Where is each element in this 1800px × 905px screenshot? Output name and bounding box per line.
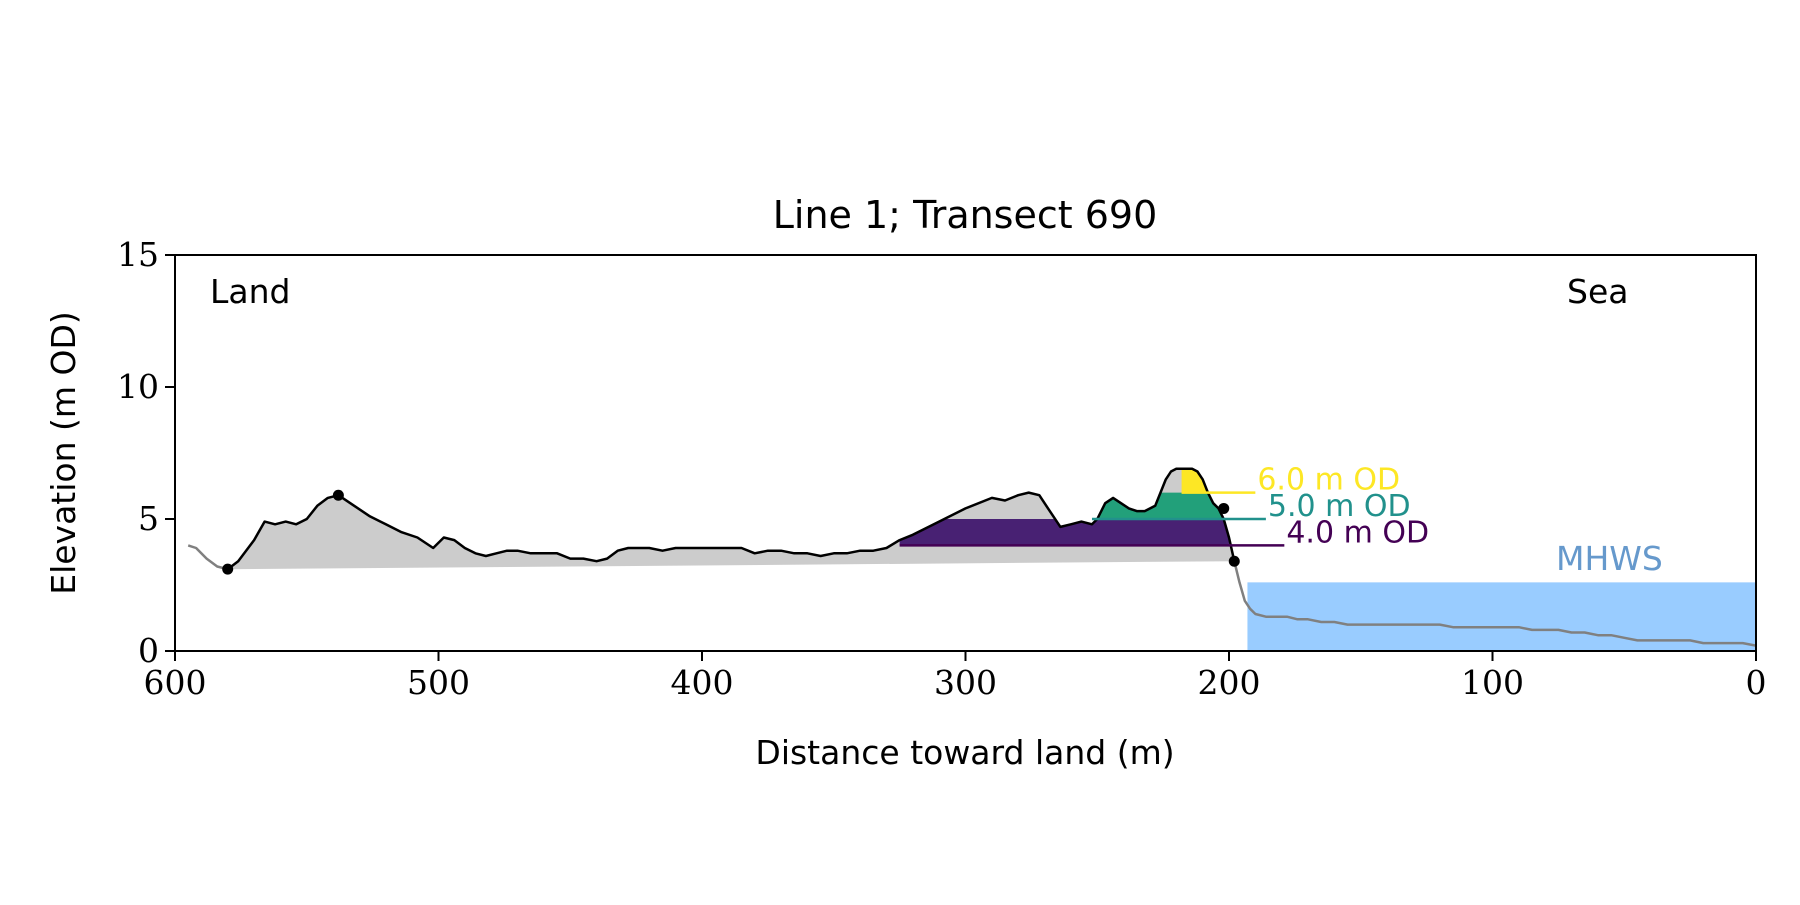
sea-label: Sea [1567, 272, 1628, 311]
x-tick-label: 500 [407, 663, 470, 702]
axes: 600 500 400 300 200 100 0 0 5 10 15 [117, 235, 1767, 702]
level-label-6m: 6.0 m OD [1257, 463, 1400, 498]
y-tick-label: 15 [117, 235, 159, 274]
x-tick-label: 300 [934, 663, 997, 702]
y-tick-label: 10 [117, 367, 159, 406]
profile-marker [222, 563, 234, 575]
chart-title: Line 1; Transect 690 [773, 193, 1158, 237]
x-tick-label: 100 [1461, 663, 1524, 702]
x-tick-label: 0 [1746, 663, 1767, 702]
land-label: Land [210, 272, 290, 311]
profile-area [227, 468, 1235, 570]
y-tick-label: 0 [138, 631, 159, 670]
x-tick-label: 400 [671, 663, 734, 702]
profile-marker [1228, 555, 1240, 567]
profile-marker [332, 489, 344, 501]
level-label-5m: 5.0 m OD [1268, 489, 1411, 524]
mhws-label: MHWS [1556, 539, 1663, 578]
x-tick-label: 600 [144, 663, 207, 702]
profile-line-seaward [1233, 560, 1756, 647]
overlay-layer: 6.0 m OD5.0 m OD4.0 m OD [222, 463, 1429, 575]
plot-area [187, 467, 1756, 651]
level-fill-6m [1181, 468, 1229, 493]
y-axis-label: Elevation (m OD) [44, 311, 83, 595]
profile-marker [1218, 502, 1230, 514]
x-axis-label: Distance toward land (m) [755, 733, 1174, 772]
level-fill-5m [1092, 492, 1229, 519]
profile-line-land [226, 467, 1236, 571]
level-fill-4m [899, 519, 1229, 546]
y-tick-label: 5 [138, 499, 159, 538]
level-label-4m: 4.0 m OD [1286, 515, 1429, 550]
x-tick-label: 200 [1198, 663, 1261, 702]
profile-line-landward-edge [187, 544, 229, 571]
